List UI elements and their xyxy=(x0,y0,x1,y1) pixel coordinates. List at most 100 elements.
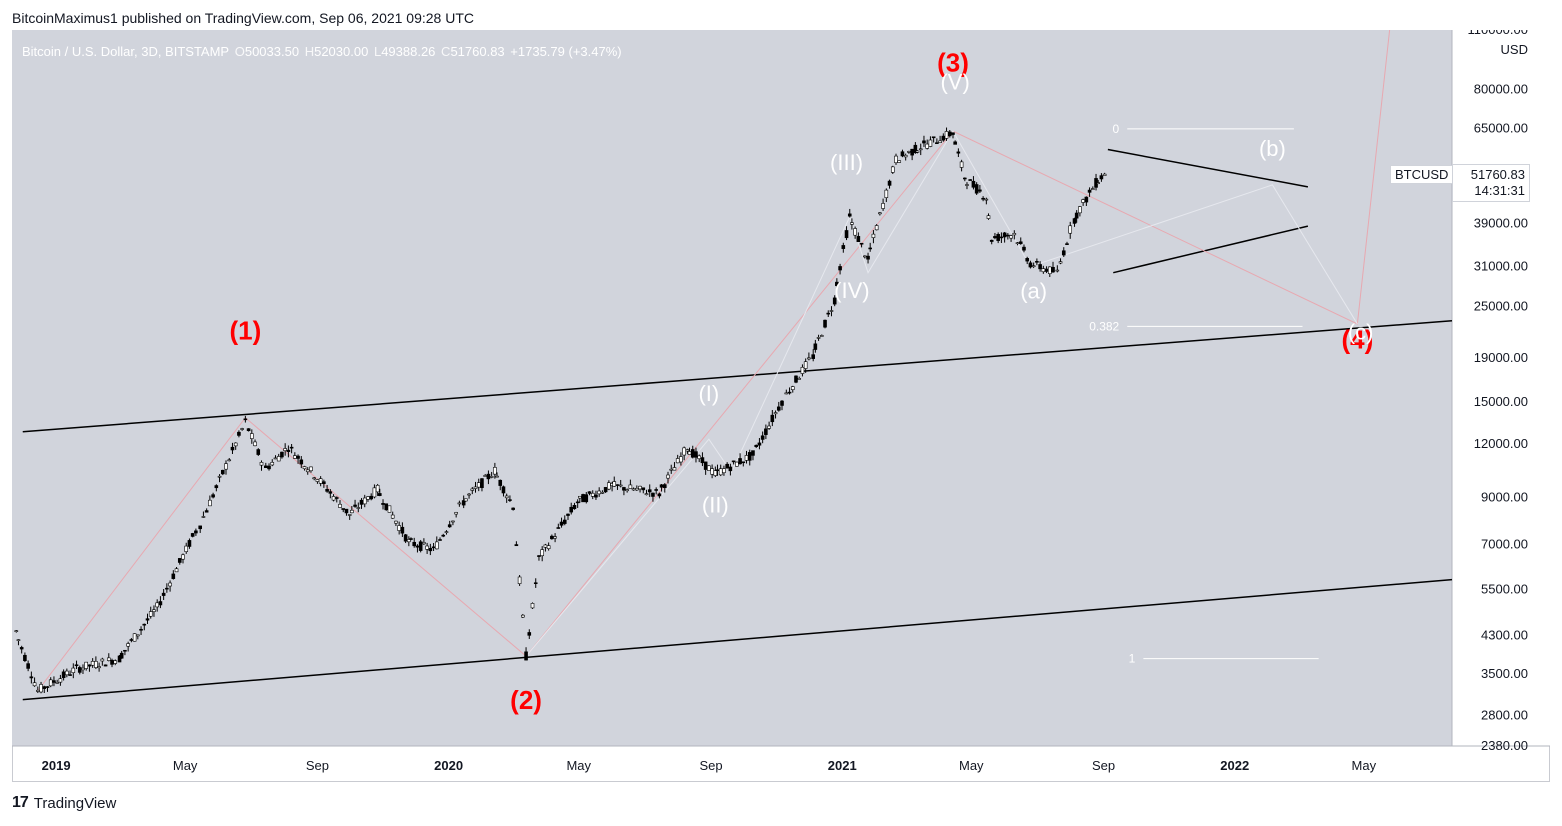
candle-body xyxy=(890,166,895,173)
candle-body xyxy=(956,151,961,154)
legend-close-label: C xyxy=(441,44,451,59)
candle-body xyxy=(276,456,281,462)
candle-body xyxy=(362,497,367,505)
candle-body xyxy=(1091,188,1095,190)
x-tick-label: 2022 xyxy=(1220,758,1249,773)
candle-body xyxy=(713,470,718,476)
last-price: 51760.83 xyxy=(1470,167,1525,182)
candle-body xyxy=(530,603,535,609)
footer-brand[interactable]: TradingView xyxy=(33,794,117,812)
candle-body xyxy=(493,467,497,475)
candle-body xyxy=(230,446,235,451)
candle-body xyxy=(165,587,169,590)
candle-body xyxy=(126,643,130,647)
wave-label: (2) xyxy=(510,685,542,715)
candle-body xyxy=(397,525,401,531)
candle-body xyxy=(963,177,967,180)
candle-body xyxy=(794,375,798,383)
candle-body xyxy=(1012,233,1017,236)
candle-body xyxy=(350,509,354,514)
candle-body xyxy=(690,449,695,458)
candle-body xyxy=(874,225,879,231)
y-tick-label: 2800.00 xyxy=(1481,708,1528,723)
candle-body xyxy=(533,582,538,585)
chart-canvas[interactable]: 110000.0080000.0065000.0051000.0039000.0… xyxy=(12,30,1550,782)
candle-body xyxy=(106,657,111,661)
candle-body xyxy=(590,492,595,497)
x-tick-label: 2020 xyxy=(434,758,463,773)
candle-body xyxy=(974,184,979,194)
candle-body xyxy=(607,482,611,490)
candle-body xyxy=(597,490,601,495)
candle-body xyxy=(158,601,163,606)
candle-body xyxy=(447,524,452,528)
candle-body xyxy=(181,554,185,560)
candle-body xyxy=(299,459,304,465)
candle-body xyxy=(480,478,484,489)
candle-body xyxy=(628,484,633,489)
candle-body xyxy=(853,228,857,236)
wave-label: (II) xyxy=(702,493,729,518)
candle-body xyxy=(498,479,503,486)
candle-body xyxy=(797,378,802,380)
candle-body xyxy=(1078,206,1082,214)
candle-body xyxy=(16,639,21,641)
candle-body xyxy=(366,496,370,500)
candle-body xyxy=(136,634,140,637)
candle-body xyxy=(524,651,528,661)
candle-body xyxy=(850,222,854,225)
wave-label: (c) xyxy=(1348,319,1374,344)
candle-body xyxy=(381,503,385,505)
candle-body xyxy=(572,505,577,510)
candle-body xyxy=(868,247,872,250)
candle-body xyxy=(999,236,1004,239)
candle-body xyxy=(476,482,481,488)
candle-body xyxy=(866,255,870,260)
legend-open-label: O xyxy=(234,44,245,59)
candle-body xyxy=(584,494,589,503)
candle-body xyxy=(776,406,781,411)
candle-body xyxy=(612,481,617,487)
candle-body xyxy=(897,160,902,163)
candle-body xyxy=(302,466,307,470)
candle-body xyxy=(1074,212,1079,219)
candle-body xyxy=(907,151,911,153)
candle-body xyxy=(434,541,439,550)
candle-body xyxy=(422,542,426,545)
candle-body xyxy=(1072,218,1077,224)
candle-body xyxy=(687,451,692,455)
candle-body xyxy=(168,582,172,587)
candle-body xyxy=(951,132,955,135)
candle-body xyxy=(603,487,608,493)
candle-body xyxy=(489,476,494,478)
candle-body xyxy=(61,671,66,678)
candle-body xyxy=(55,682,59,684)
candle-body xyxy=(1058,261,1063,264)
candle-body xyxy=(103,664,108,667)
candle-body xyxy=(243,418,248,421)
candle-body xyxy=(208,499,212,507)
candle-body xyxy=(521,614,525,618)
candle-body xyxy=(741,461,746,464)
candle-body xyxy=(341,508,346,510)
candle-body xyxy=(331,496,336,501)
x-tick-label: May xyxy=(959,758,984,773)
candle-body xyxy=(97,666,101,669)
candle-body xyxy=(959,161,964,168)
candle-body xyxy=(953,141,957,145)
candle-body xyxy=(194,530,198,534)
candle-body xyxy=(270,462,275,466)
candle-body xyxy=(764,428,768,435)
candle-body xyxy=(129,639,134,641)
candle-body xyxy=(253,441,257,447)
candle-body xyxy=(978,189,982,192)
candle-body xyxy=(123,649,127,652)
legend-change: +1735.79 (+3.47%) xyxy=(510,44,622,59)
candle-body xyxy=(1102,173,1107,176)
candle-body xyxy=(679,456,683,463)
candle-body xyxy=(45,686,50,688)
candle-body xyxy=(259,462,264,466)
candle-body xyxy=(1099,175,1104,180)
wave-label: (3) xyxy=(937,48,969,78)
candle-body xyxy=(190,533,195,537)
